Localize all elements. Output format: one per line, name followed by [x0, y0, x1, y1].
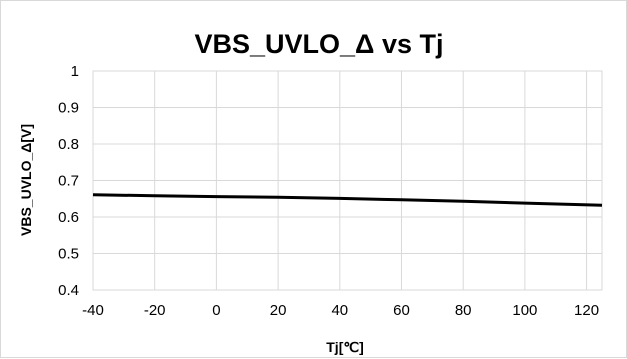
x-tick-label: 20: [270, 302, 287, 319]
series-layer: [92, 193, 603, 207]
x-tick-label: 120: [574, 302, 599, 319]
x-tick-label: 0: [212, 302, 220, 319]
x-tick-label: -40: [82, 302, 104, 319]
x-tick-label: 80: [455, 302, 472, 319]
y-axis-ticks: 0.4 0.5 0.6 0.7 0.8 0.9 1: [58, 63, 79, 299]
plot-area: [92, 70, 603, 291]
y-tick-label: 1: [71, 63, 79, 80]
y-tick-label: 0.4: [58, 282, 79, 299]
x-tick-label: 60: [393, 302, 410, 319]
y-tick-label: 0.6: [58, 209, 79, 226]
y-tick-label: 0.7: [58, 173, 79, 190]
grid: [92, 70, 602, 291]
x-tick-label: 40: [331, 302, 348, 319]
x-tick-label: -20: [144, 302, 166, 319]
series-line: [92, 193, 603, 207]
chart-title: VBS_UVLO_Δ vs Tj: [195, 29, 444, 59]
y-tick-label: 0.9: [58, 100, 79, 117]
y-axis-title: VBS_UVLO_Δ[V]: [18, 124, 34, 236]
x-axis-title: Tj[℃]: [326, 339, 364, 355]
x-tick-label: 100: [512, 302, 537, 319]
y-tick-label: 0.5: [58, 246, 79, 263]
x-axis-ticks: -40 -20 0 20 40 60 80 100 120: [82, 302, 599, 319]
y-tick-label: 0.8: [58, 136, 79, 153]
